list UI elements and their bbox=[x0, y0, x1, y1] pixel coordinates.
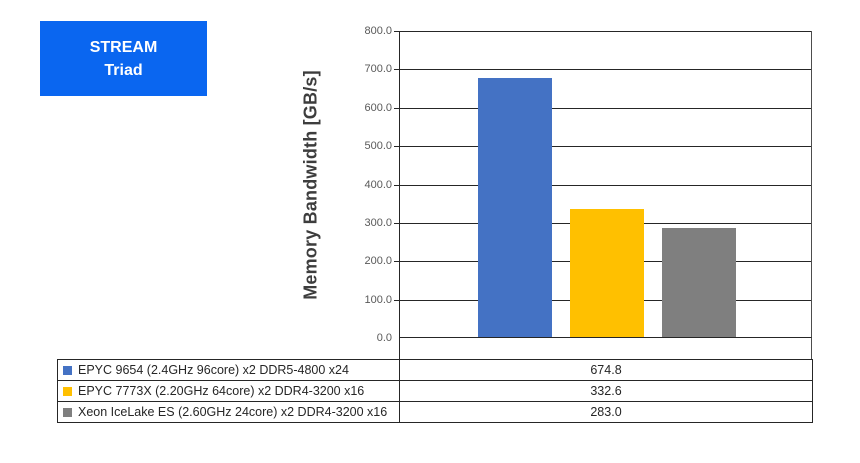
bar-1 bbox=[569, 209, 644, 337]
y-tick-label: 500.0 bbox=[364, 140, 392, 153]
y-tick-label: 400.0 bbox=[364, 178, 392, 191]
series-value: 332.6 bbox=[399, 380, 813, 402]
table-row: EPYC 9654 (2.4GHz 96core) x2 DDR5-4800 x… bbox=[57, 359, 813, 381]
chart-title-line2: Triad bbox=[104, 61, 143, 79]
plot-area bbox=[394, 31, 812, 338]
y-tick-label: 200.0 bbox=[364, 255, 392, 268]
y-axis-title: Memory Bandwidth [GB/s] bbox=[300, 70, 321, 300]
legend-swatch-gray bbox=[63, 408, 72, 417]
y-tick-label: 300.0 bbox=[364, 216, 392, 229]
bar-2 bbox=[661, 228, 736, 337]
y-tick-label: 800.0 bbox=[364, 25, 392, 37]
legend-swatch-blue bbox=[63, 366, 72, 375]
gridline bbox=[394, 146, 811, 148]
series-label: EPYC 9654 (2.4GHz 96core) x2 DDR5-4800 x… bbox=[78, 363, 349, 377]
bar-0 bbox=[477, 78, 552, 337]
gridline bbox=[394, 184, 811, 186]
y-tick-label: 700.0 bbox=[364, 63, 392, 76]
series-value: 283.0 bbox=[399, 401, 813, 423]
series-value: 674.8 bbox=[399, 359, 813, 381]
x-axis-strip bbox=[399, 338, 812, 359]
y-axis-tick-labels: 800.0 700.0 600.0 500.0 400.0 300.0 200.… bbox=[330, 23, 392, 346]
gridline bbox=[394, 107, 811, 109]
series-label: Xeon IceLake ES (2.60GHz 24core) x2 DDR4… bbox=[78, 405, 388, 419]
gridline bbox=[394, 31, 811, 32]
y-tick-label: 600.0 bbox=[364, 101, 392, 114]
chart-title-line1: STREAM bbox=[89, 38, 158, 56]
data-table: EPYC 9654 (2.4GHz 96core) x2 DDR5-4800 x… bbox=[57, 359, 813, 423]
legend-swatch-yellow bbox=[63, 387, 72, 396]
table-row: EPYC 7773X (2.20GHz 64core) x2 DDR4-3200… bbox=[57, 380, 813, 402]
gridline bbox=[394, 69, 811, 71]
series-label: EPYC 7773X (2.20GHz 64core) x2 DDR4-3200… bbox=[78, 384, 365, 398]
y-tick-label: 0.0 bbox=[376, 332, 392, 344]
table-row: Xeon IceLake ES (2.60GHz 24core) x2 DDR4… bbox=[57, 401, 813, 423]
y-tick-label: 100.0 bbox=[364, 293, 392, 306]
chart-title-box: STREAM Triad bbox=[40, 21, 207, 96]
